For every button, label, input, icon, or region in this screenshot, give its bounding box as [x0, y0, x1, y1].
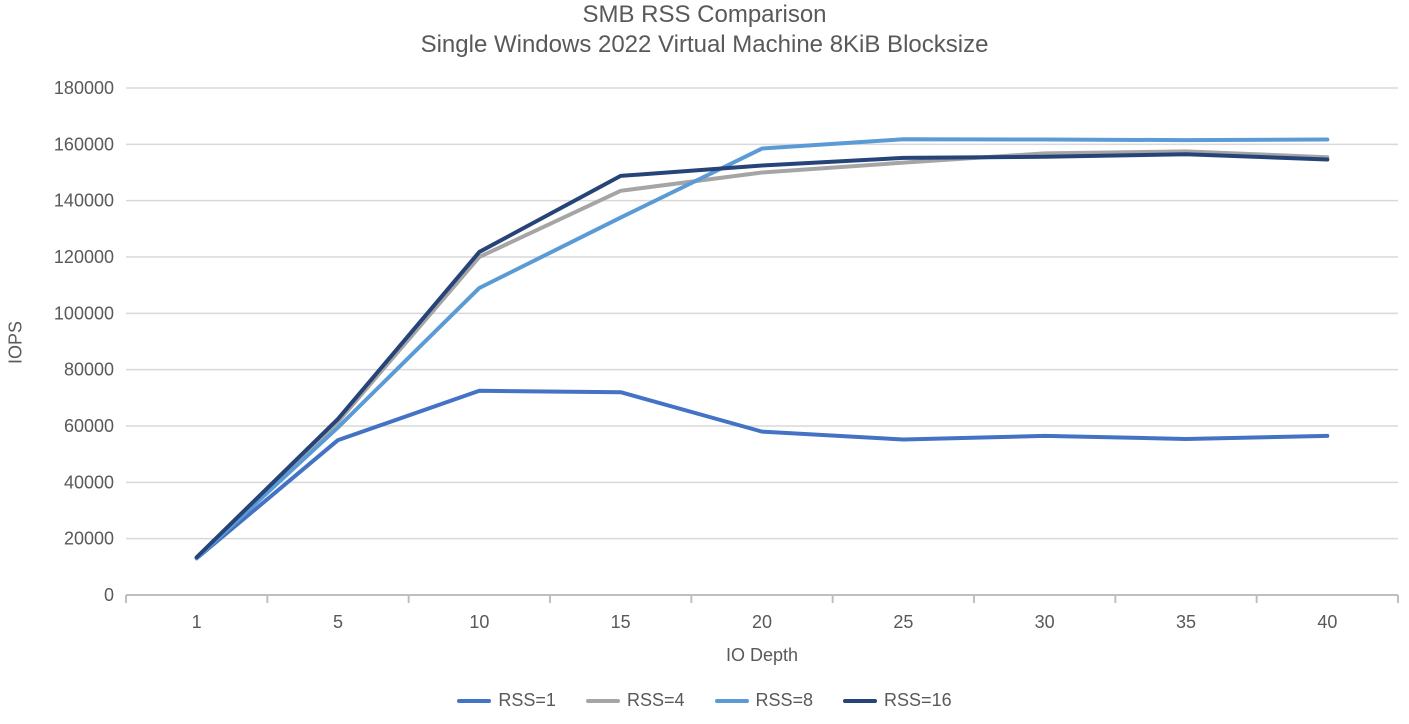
x-tick-label: 25	[893, 612, 913, 632]
chart-subtitle: Single Windows 2022 Virtual Machine 8KiB…	[420, 31, 989, 58]
legend-label: RSS=16	[884, 690, 952, 710]
series-line-rss-1	[194, 388, 1330, 561]
legend-line-swatch	[457, 698, 492, 703]
legend: RSS=1 RSS=4 RSS=8 RSS=16	[0, 690, 1409, 711]
y-tick-label: 0	[104, 585, 114, 605]
legend-label: RSS=4	[626, 690, 685, 710]
x-tick-label: 30	[1035, 612, 1055, 632]
legend-item-rss-1: RSS=1	[457, 690, 556, 711]
y-tick-label: 20000	[64, 529, 114, 549]
series-line-rss-16	[194, 152, 1330, 560]
y-tick-label: 180000	[54, 78, 114, 98]
y-tick-label: 80000	[64, 360, 114, 380]
x-tick-label: 20	[752, 612, 772, 632]
x-tick-label: 1	[192, 612, 202, 632]
x-tick-label: 35	[1176, 612, 1196, 632]
y-tick-label: 100000	[54, 303, 114, 323]
x-axis-title: IO Depth	[725, 645, 799, 665]
legend-label: RSS=1	[498, 690, 556, 710]
y-tick-label: 120000	[54, 247, 114, 267]
x-tick-label: 5	[333, 612, 343, 632]
chart-title-block: SMB RSS Comparison Single Windows 2022 V…	[0, 0, 1409, 60]
legend-item-rss-8: RSS=8	[714, 690, 814, 711]
legend-line-swatch	[714, 698, 749, 703]
y-tick-label: 40000	[64, 472, 114, 492]
series-line-rss-8	[194, 137, 1330, 561]
legend-line-swatch	[585, 698, 620, 703]
legend-line-swatch	[843, 698, 878, 703]
x-tick-label: 10	[469, 612, 489, 632]
y-tick-label: 160000	[54, 134, 114, 154]
y-tick-label: 140000	[54, 191, 114, 211]
x-tick-label: 15	[611, 612, 631, 632]
chart-title: SMB RSS Comparison	[582, 1, 827, 28]
legend-item-rss-16: RSS=16	[843, 690, 952, 711]
legend-label: RSS=8	[755, 690, 814, 710]
x-tick-label: 40	[1317, 612, 1337, 632]
series-line-rss-4	[194, 149, 1330, 560]
y-tick-label: 60000	[64, 416, 114, 436]
legend-item-rss-4: RSS=4	[585, 690, 685, 711]
